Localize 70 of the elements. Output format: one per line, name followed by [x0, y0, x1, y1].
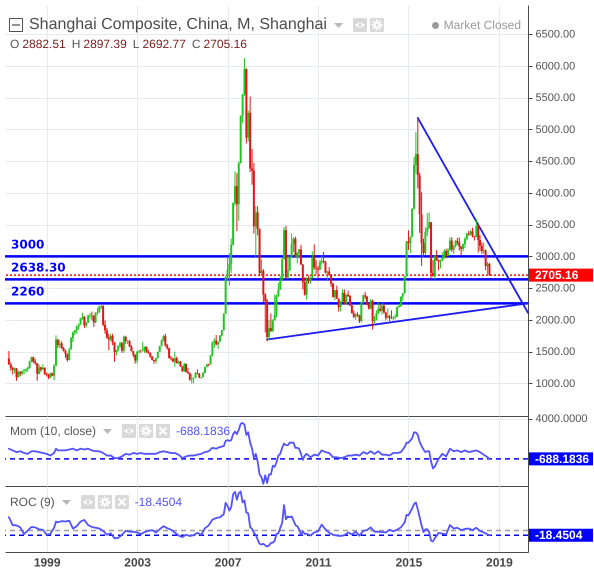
chart-title: ROC (9) — [10, 495, 55, 509]
candlestick — [407, 230, 410, 251]
candlestick — [56, 338, 59, 349]
candlestick — [472, 227, 474, 238]
candlestick — [318, 260, 321, 271]
y-tick-label: 2000.00 — [536, 314, 576, 326]
line-series — [8, 422, 490, 485]
y-tick-label: 5500.00 — [536, 92, 576, 104]
candlestick — [458, 236, 460, 252]
candlestick — [94, 312, 97, 324]
annotation: Market Closed — [444, 18, 521, 32]
candlestick — [313, 244, 316, 270]
ref-line-label: 3000 — [11, 237, 44, 252]
candlestick — [236, 172, 238, 232]
x-tick-label: 2011 — [305, 556, 332, 570]
candlestick — [286, 256, 289, 280]
candlestick — [477, 224, 480, 254]
candlestick — [122, 335, 125, 354]
candlestick — [196, 368, 198, 375]
candlestick — [443, 248, 446, 260]
y-tick-label: 5000.00 — [536, 124, 576, 136]
y-tick-label: 2500.00 — [536, 282, 576, 295]
ref-line-label: 2260 — [11, 284, 44, 298]
chart-subtitle: -18.4504 — [134, 495, 182, 509]
candlestick — [190, 373, 193, 384]
candlestick — [434, 254, 436, 280]
x-tick-label: 2019 — [486, 556, 514, 570]
candlestick — [164, 333, 166, 347]
candlestick — [272, 318, 274, 332]
y-tick-label: 6000.00 — [536, 60, 576, 72]
y-tick-label: 4000.0000 — [536, 413, 588, 426]
candlestick — [142, 342, 144, 352]
text: -18.4504 — [535, 528, 583, 542]
candlestick — [83, 316, 86, 329]
y-tick-label: 2705.16 — [535, 268, 579, 282]
text: O 2882.51 H 2897.39 L 2692.77 C 2705.16 — [10, 37, 247, 51]
y-tick-label: -688.1836 — [535, 452, 590, 466]
candlestick — [260, 259, 262, 277]
text: Shanghai Composite, China, M, Shanghai — [29, 16, 327, 34]
candlestick — [306, 276, 308, 300]
text: Mom (10, close) — [10, 424, 96, 438]
y-tick-label: 1500.00 — [536, 346, 576, 358]
candlestick — [334, 290, 336, 301]
candlestick — [450, 236, 453, 252]
y-tick-label: 3000.00 — [536, 250, 576, 263]
x-tick-label: 1999 — [34, 556, 61, 570]
x-tick-label: 2003 — [124, 556, 152, 570]
candlestick — [36, 362, 38, 382]
candlestick — [370, 298, 372, 310]
candlestick — [484, 248, 487, 271]
candlestick — [381, 302, 384, 316]
candlestick — [215, 334, 218, 346]
candlestick — [136, 350, 138, 364]
y-tick-label: 4500.00 — [536, 156, 576, 168]
candlestick — [296, 251, 298, 264]
candlestick — [445, 248, 448, 259]
x-tick-label: 2015 — [396, 556, 423, 570]
candlestick — [488, 262, 490, 276]
candlestick — [270, 312, 272, 332]
y-tick-label: 3500.00 — [536, 219, 576, 232]
ref-line-label: 2638.30 — [11, 260, 66, 274]
x-tick-label: 2007 — [214, 556, 242, 570]
text: -688.1836 — [176, 424, 230, 438]
candlestick — [268, 319, 270, 341]
y-tick-label: 4000.00 — [536, 187, 576, 200]
candlestick — [464, 236, 466, 249]
candlestick — [396, 306, 398, 318]
y-tick-label: 1000.00 — [536, 378, 576, 390]
y-tick-label: 6500.00 — [536, 28, 576, 41]
candlestick — [134, 354, 136, 364]
